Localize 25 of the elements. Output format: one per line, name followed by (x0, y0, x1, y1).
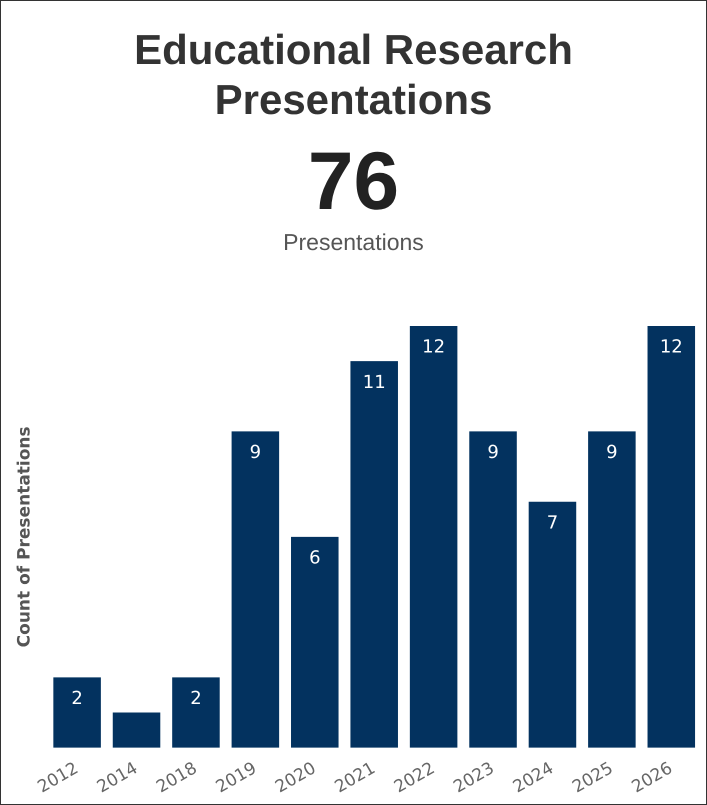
bar (112, 712, 160, 748)
bar (232, 431, 280, 748)
data-label: 12 (422, 336, 446, 358)
bar (528, 502, 576, 748)
data-label: 7 (546, 512, 558, 534)
data-label: 11 (362, 372, 386, 393)
bar (172, 677, 220, 748)
text: Presentations (282, 228, 425, 257)
bar (588, 431, 636, 748)
data-label: 9 (487, 442, 499, 464)
chart-title: Educational Research Presentations (133, 25, 574, 125)
data-label: 2 (190, 688, 202, 710)
data-label: 9 (250, 442, 262, 464)
bar (469, 431, 517, 748)
bar (648, 326, 696, 748)
data-label: 2 (71, 688, 83, 710)
bar (53, 677, 101, 748)
data-label: 6 (309, 548, 321, 569)
bar (410, 326, 458, 748)
bar (291, 536, 339, 748)
data-label: 9 (606, 442, 618, 464)
bar (350, 361, 398, 748)
y-axis-title: Count of Presentations (14, 426, 35, 648)
text: 76 (306, 136, 400, 227)
data-label: 12 (660, 336, 683, 358)
